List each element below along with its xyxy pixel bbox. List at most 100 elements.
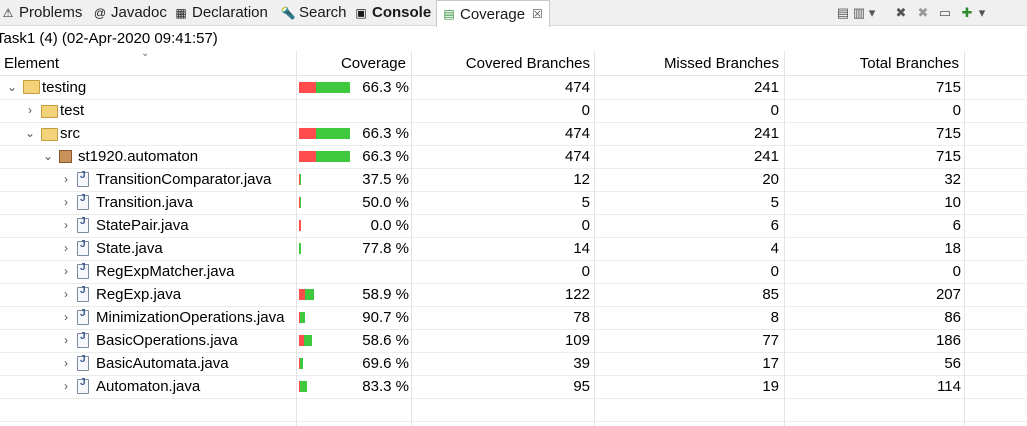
missed-branches-value: 6 [770,217,779,234]
expand-chevron-icon[interactable]: › [64,241,68,255]
missed-branches-value: 4 [770,240,779,257]
java-file-icon [77,354,89,371]
expand-chevron-icon[interactable]: › [64,172,68,186]
table-row[interactable]: › MinimizationOperations.java 90.7 % 78 8 86 [0,306,1027,330]
tab-javadoc[interactable]: @ Javadoc [92,0,167,25]
expand-chevron-icon[interactable]: › [64,195,68,209]
package-icon [59,150,72,163]
table-row[interactable]: ⌄ st1920.automaton 66.3 % 474 241 715 [0,145,1027,169]
coverage-bar [299,174,301,185]
tab-label: Console [372,4,432,21]
total-branches-value: 0 [952,263,961,280]
java-file-icon [77,239,89,256]
tab-search[interactable]: 🔦 Search [280,0,347,25]
covered-branches-value: 474 [564,148,590,165]
expand-chevron-icon[interactable]: › [64,218,68,232]
missed-fill [299,220,301,231]
link-icon[interactable]: ▥ [852,4,866,20]
element-name: TransitionComparator.java [96,171,272,188]
coverage-bar [299,151,350,162]
missed-branches-value: 241 [753,148,779,165]
table-row[interactable]: › Transition.java 50.0 % 5 5 10 [0,191,1027,215]
column-header-element[interactable]: Element [4,55,60,72]
missed-fill [299,174,300,185]
expand-chevron-icon[interactable]: › [64,287,68,301]
element-name: Automaton.java [96,378,201,395]
collapse-all-icon[interactable]: ▭ [938,4,952,20]
expand-chevron-icon[interactable]: › [64,356,68,370]
column-divider [296,51,297,426]
coverage-value: 66.3 % [362,79,409,96]
tab-problems[interactable]: ⚠ Problems [0,0,83,25]
table-row[interactable]: › StatePair.java 0.0 % 0 6 6 [0,214,1027,238]
table-row[interactable]: › test 0 0 0 [0,99,1027,123]
table-row[interactable]: › BasicAutomata.java 69.6 % 39 17 56 [0,352,1027,376]
element-name: testing [42,79,87,96]
table-row[interactable]: ⌄ src 66.3 % 474 241 715 [0,122,1027,146]
expand-chevron-icon[interactable]: › [64,264,68,278]
column-header-covered-branches[interactable]: Covered Branches [465,55,590,72]
view-menu-icon[interactable]: ▾ [978,4,986,20]
total-branches-value: 0 [952,102,961,119]
coverage-bar [299,82,350,93]
total-branches-value: 32 [944,171,961,188]
expand-chevron-icon[interactable]: › [28,103,32,117]
covered-branches-value: 14 [573,240,590,257]
table-row[interactable]: ⌄ testing 66.3 % 474 241 715 [0,76,1027,100]
total-branches-value: 86 [944,309,961,326]
tab-declaration[interactable]: ▦ Declaration [173,0,268,25]
element-name: src [60,125,80,142]
java-file-icon [77,308,89,325]
covered-fill [305,289,314,300]
missed-fill [299,289,305,300]
tab-console[interactable]: ▣ Console [353,0,431,25]
tab-label: Search [299,4,347,21]
coverage-session-icon[interactable]: ▤ [836,4,850,20]
collapse-chevron-icon[interactable]: ⌄ [42,149,54,163]
table-row[interactable]: › TransitionComparator.java 37.5 % 12 20 32 [0,168,1027,192]
covered-fill [300,197,301,208]
column-divider [784,51,785,426]
missed-branches-value: 5 [770,194,779,211]
coverage-value: 50.0 % [362,194,409,211]
coverage-value: 58.6 % [362,332,409,349]
table-row[interactable]: › BasicOperations.java 58.6 % 109 77 186 [0,329,1027,353]
column-header-total-branches[interactable]: Total Branches [859,55,959,72]
expand-chevron-icon[interactable]: › [64,310,68,324]
problems-icon: ⚠ [2,5,14,20]
java-file-icon [77,377,89,394]
collapse-chevron-icon[interactable]: ⌄ [6,80,18,94]
dropdown-icon[interactable]: ▾ [868,4,876,20]
column-divider [964,51,965,426]
coverage-bar [299,197,301,208]
table-row[interactable]: › RegExp.java 58.9 % 122 85 207 [0,283,1027,307]
missed-fill [299,128,316,139]
total-branches-value: 56 [944,355,961,372]
expand-chevron-icon[interactable]: › [64,333,68,347]
column-header-missed-branches[interactable]: Missed Branches [663,55,779,72]
table-row[interactable]: › State.java 77.8 % 14 4 18 [0,237,1027,261]
coverage-value [350,99,409,122]
covered-fill [316,128,350,139]
remove-session-icon[interactable]: ✖ [895,4,907,20]
source-folder-icon [41,105,58,118]
column-header-coverage[interactable]: Coverage [340,55,406,72]
covered-branches-value: 474 [564,79,590,96]
remove-all-sessions-icon[interactable]: ✖ [917,4,929,20]
total-branches-value: 18 [944,240,961,257]
coverage-bar [299,312,305,323]
coverage-bar [299,335,312,346]
close-icon[interactable]: ☒ [532,7,543,21]
tab-coverage[interactable]: ▤ Coverage ☒ [436,0,550,27]
total-branches-value: 715 [935,79,961,96]
element-name: test [60,102,85,119]
relaunch-icon[interactable]: ✚ [961,4,973,20]
expand-chevron-icon[interactable]: › [64,379,68,393]
missed-branches-value: 77 [762,332,779,349]
missed-branches-value: 19 [762,378,779,395]
table-row[interactable]: › RegExpMatcher.java 0 0 0 [0,260,1027,284]
search-icon: 🔦 [280,5,296,20]
collapse-chevron-icon[interactable]: ⌄ [24,126,36,140]
table-row[interactable]: › Automaton.java 83.3 % 95 19 114 [0,375,1027,399]
tab-label: Javadoc [111,4,167,21]
